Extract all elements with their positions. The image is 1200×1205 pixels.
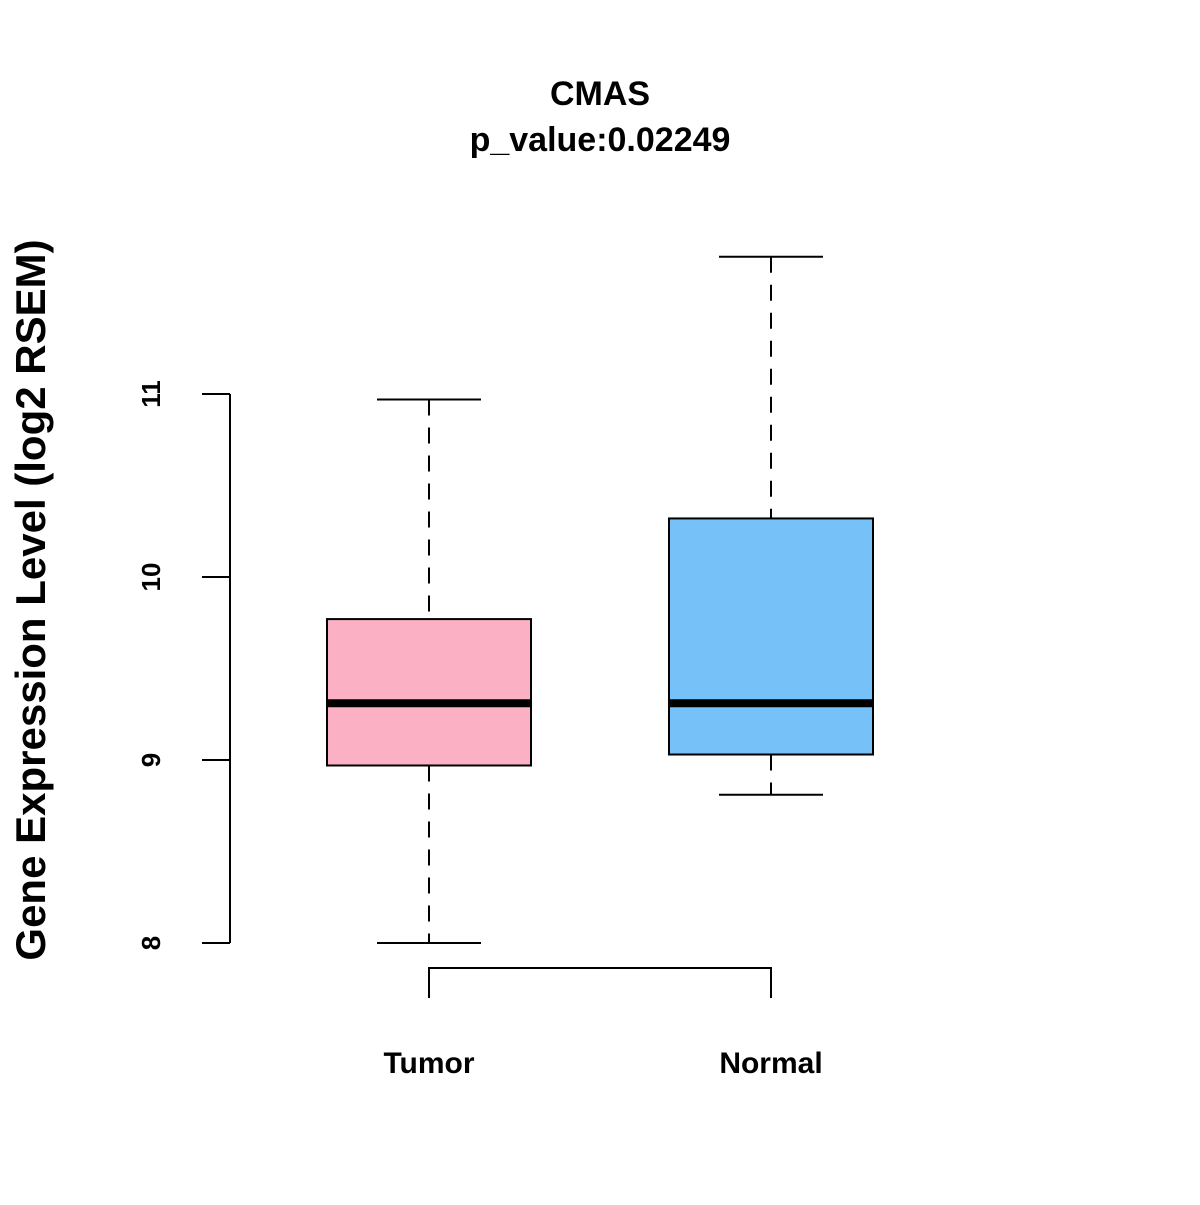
significance-bracket bbox=[428, 967, 772, 998]
box-normal bbox=[668, 255, 874, 796]
iqr-box bbox=[326, 618, 532, 767]
x-tick-labels: Tumor Normal bbox=[383, 1047, 822, 1080]
boxes bbox=[326, 255, 874, 944]
y-axis: 8 9 10 11 bbox=[136, 380, 231, 950]
box-tumor bbox=[326, 398, 532, 944]
y-axis-label: Gene Expression Level (log2 RSEM) bbox=[7, 239, 54, 960]
y-tick-label: 10 bbox=[136, 563, 166, 592]
chart-subtitle: p_value:0.02249 bbox=[470, 121, 731, 159]
y-tick-label: 11 bbox=[136, 380, 166, 408]
iqr-box bbox=[668, 517, 874, 756]
y-tick-label: 8 bbox=[136, 936, 166, 950]
y-tick-label: 9 bbox=[136, 753, 166, 767]
bracket-line bbox=[428, 967, 772, 998]
x-tick-label: Tumor bbox=[383, 1047, 474, 1080]
chart-title: CMAS bbox=[550, 75, 650, 113]
x-tick-label: Normal bbox=[719, 1047, 822, 1080]
